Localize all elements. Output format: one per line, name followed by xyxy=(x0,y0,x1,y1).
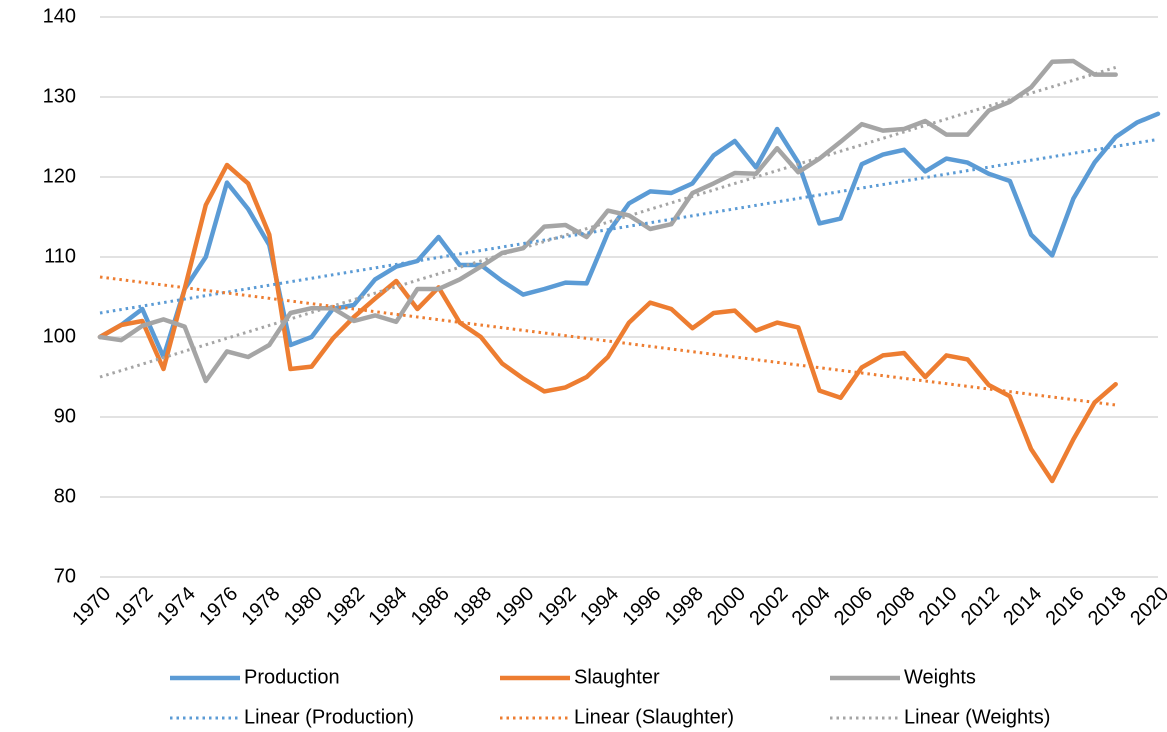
x-tick-label: 1984 xyxy=(364,583,411,630)
legend-label: Linear (Slaughter) xyxy=(574,706,734,728)
y-tick-label: 140 xyxy=(43,5,76,27)
x-tick-label: 1972 xyxy=(111,583,158,630)
x-tick-label: 2008 xyxy=(872,583,919,630)
y-tick-label: 80 xyxy=(54,485,76,507)
trend-line xyxy=(99,65,1117,379)
x-tick-label: 1974 xyxy=(153,583,200,630)
x-tick-label: 1982 xyxy=(322,583,369,630)
y-tick-label: 110 xyxy=(44,245,76,267)
x-tick-label: 1988 xyxy=(449,583,496,630)
x-tick-label: 2006 xyxy=(830,583,877,630)
legend-label: Slaughter xyxy=(574,666,660,688)
x-tick-label: 1990 xyxy=(491,583,538,630)
x-tick-label: 2014 xyxy=(999,583,1046,630)
x-tick-label: 1986 xyxy=(407,583,454,630)
x-tick-label: 2002 xyxy=(745,583,792,630)
x-tick-label: 2012 xyxy=(957,583,1004,630)
x-tick-label: 2010 xyxy=(915,583,962,630)
series-line xyxy=(97,58,1118,384)
y-tick-label: 70 xyxy=(54,565,76,587)
x-tick-label: 1978 xyxy=(238,583,285,630)
legend-label: Production xyxy=(244,666,340,688)
x-tick-label: 1994 xyxy=(576,583,623,630)
legend-label: Weights xyxy=(904,666,976,688)
series-line xyxy=(97,162,1118,484)
x-tick-label: 1980 xyxy=(280,583,327,630)
legend-label: Linear (Weights) xyxy=(904,706,1050,728)
x-tick-label: 2004 xyxy=(788,583,835,630)
x-tick-label: 1970 xyxy=(68,583,115,630)
x-tick-label: 1976 xyxy=(195,583,242,630)
x-tick-label: 2000 xyxy=(703,583,750,630)
x-tick-label: 2020 xyxy=(1126,583,1167,630)
x-tick-label: 2018 xyxy=(1084,583,1131,630)
y-tick-label: 130 xyxy=(43,85,76,107)
x-tick-label: 1992 xyxy=(534,583,581,630)
trend-line xyxy=(99,275,1116,407)
y-tick-label: 90 xyxy=(54,405,76,427)
legend-label: Linear (Production) xyxy=(244,706,414,728)
y-tick-label: 120 xyxy=(43,165,76,187)
x-tick-label: 2016 xyxy=(1042,583,1089,630)
x-tick-label: 1996 xyxy=(618,583,665,630)
y-tick-label: 100 xyxy=(43,325,76,347)
x-tick-label: 1998 xyxy=(661,583,708,630)
